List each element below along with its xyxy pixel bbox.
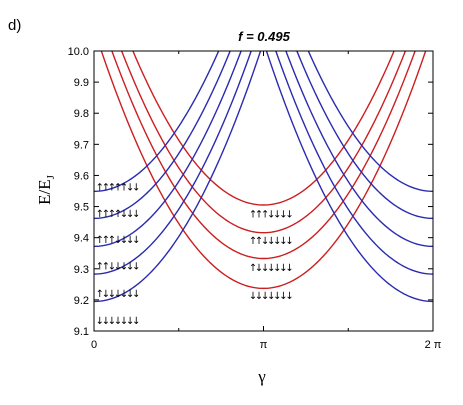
y-tick-label: 9.7 — [74, 139, 89, 151]
y-tick-label: 9.4 — [74, 233, 89, 245]
blue-band-10 — [275, 51, 433, 275]
blue-band-12 — [296, 51, 433, 220]
blue-band-7 — [94, 51, 231, 220]
y-tick-label: 10.0 — [68, 46, 89, 58]
y-axis-label-sub: J — [45, 174, 57, 179]
red-band-0 — [100, 51, 427, 290]
blue-band-8 — [94, 51, 220, 193]
chart-title: f = 0.495 — [238, 29, 290, 44]
x-tick-label: π — [260, 339, 268, 351]
spin-configuration-label: ↑↓↓↓↓↓↓ — [249, 263, 292, 274]
y-tick-label: 9.3 — [74, 264, 89, 276]
red-band-1 — [111, 51, 416, 260]
x-tick-label: 2 π — [425, 339, 442, 351]
blue-band-6 — [94, 51, 242, 248]
x-axis-ticks: 0 π 2 π — [91, 51, 442, 351]
y-tick-label: 9.1 — [74, 326, 89, 338]
red-band-3 — [132, 51, 395, 206]
annotations: ↓↓↓↓↓↓↓ ↑↓↓↓↓↓↓ ↑↑↓↓↓↓↓ ↑↑↑↓↓↓↓ ↑↑↑↑↓↓↓ ↑↑↑↑↑… — [96, 182, 295, 327]
y-axis-label: E/EJ — [35, 174, 57, 205]
y-tick-label: 9.5 — [74, 202, 89, 214]
y-tick-label: 9.8 — [74, 108, 89, 120]
x-axis-label: γ — [257, 367, 266, 386]
x-tick-label: 0 — [91, 339, 97, 351]
spin-configuration-label: ↑↑↑↓↓↓↓ — [96, 235, 139, 246]
blue-band-9 — [265, 51, 433, 303]
spin-configuration-label: ↑↑↑↓↓↓↓ — [249, 209, 292, 220]
spin-configuration-label: ↑↑↑↑↑↓↓ — [96, 182, 139, 193]
blue-band-11 — [285, 51, 433, 248]
spin-configuration-label: ↓↓↓↓↓↓↓ — [249, 291, 292, 302]
blue-band-13 — [307, 51, 433, 193]
spin-configuration-label: ↓↓↓↓↓↓↓ — [96, 316, 139, 327]
y-axis-ticks: 9.1 9.2 9.3 9.4 9.5 9.6 9.7 9.8 9.9 10.0 — [68, 46, 433, 338]
y-tick-label: 9.9 — [74, 77, 89, 89]
y-tick-label: 9.2 — [74, 295, 89, 307]
blue-band-4 — [94, 51, 262, 303]
y-axis-label-main: E/E — [35, 179, 54, 205]
spin-configuration-label: ↑↑↓↓↓↓↓ — [249, 236, 292, 247]
spin-configuration-label: ↑↑↑↑↓↓↓ — [96, 209, 139, 220]
spin-configuration-label: ↑↑↓↓↓↓↓ — [96, 262, 139, 273]
series-curves — [94, 51, 433, 303]
spin-configuration-label: ↑↓↓↓↓↓↓ — [96, 289, 139, 300]
blue-band-5 — [94, 51, 252, 275]
y-tick-label: 9.6 — [74, 170, 89, 182]
panel-label: d) — [8, 17, 21, 34]
red-band-2 — [120, 51, 407, 234]
